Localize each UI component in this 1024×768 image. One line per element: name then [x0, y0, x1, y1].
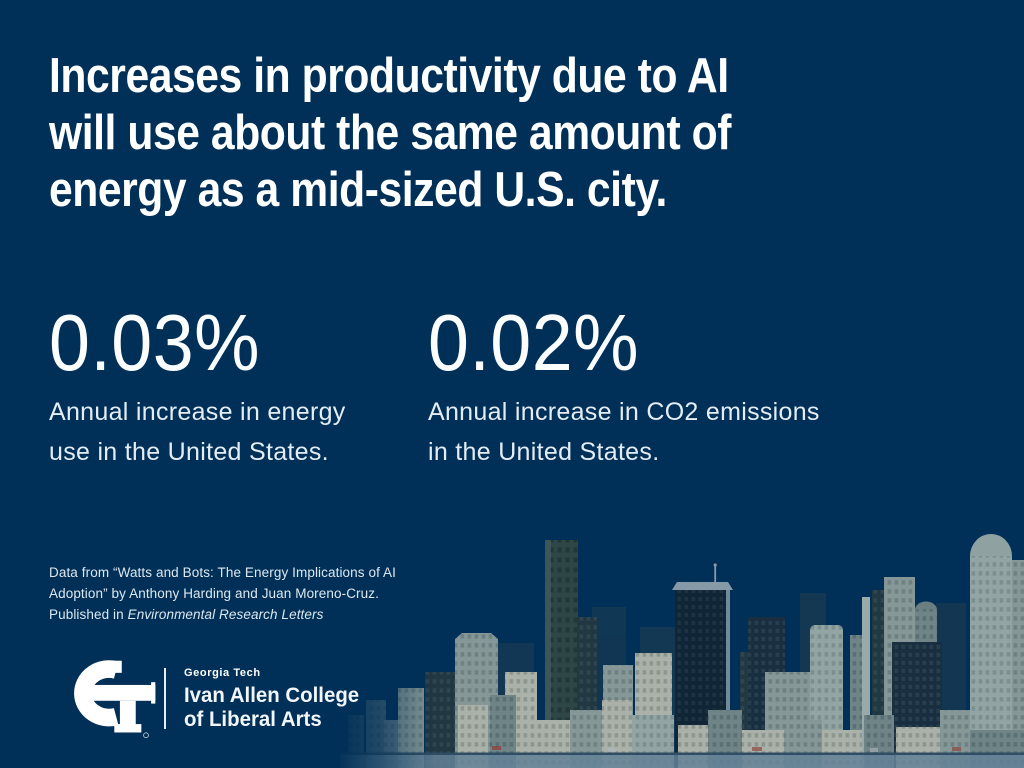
headline-line-2: will use about the same amount of: [49, 106, 732, 160]
headline-line-3: energy as a mid-sized U.S. city.: [49, 163, 667, 217]
institution-name: Georgia Tech: [184, 667, 261, 679]
page-title: Increases in productivity due to AI will…: [49, 48, 833, 219]
source-citation: Data from “Watts and Bots: The Energy Im…: [49, 562, 396, 625]
source-line-2: Adoption” by Anthony Harding and Juan Mo…: [49, 586, 379, 601]
journal-name: Environmental Research Letters: [127, 607, 324, 622]
headline-line-1: Increases in productivity due to AI: [49, 49, 729, 103]
stat-co2-value: 0.02%: [428, 298, 639, 387]
source-line-3: Published in Environmental Research Lett…: [49, 607, 324, 622]
stat-co2-label: Annual increase in CO2 emissions in the …: [428, 398, 820, 466]
stat-co2: 0.02% Annual increase in CO2 emissions i…: [428, 303, 820, 472]
logo-divider: [164, 667, 166, 729]
logo-text: Georgia Tech Ivan Allen College of Liber…: [184, 665, 368, 731]
gt-monogram-icon: [74, 660, 156, 739]
city-skyline-image: [340, 515, 1024, 768]
stat-energy-label: Annual increase in energy use in the Uni…: [49, 398, 346, 466]
stat-energy: 0.03% Annual increase in energy use in t…: [49, 303, 346, 472]
college-name: Ivan Allen College of Liberal Arts: [184, 683, 360, 731]
source-line-1: Data from “Watts and Bots: The Energy Im…: [49, 565, 396, 580]
stat-energy-value: 0.03%: [49, 298, 260, 387]
georgia-tech-logo-lockup: Georgia Tech Ivan Allen College of Liber…: [49, 657, 368, 739]
